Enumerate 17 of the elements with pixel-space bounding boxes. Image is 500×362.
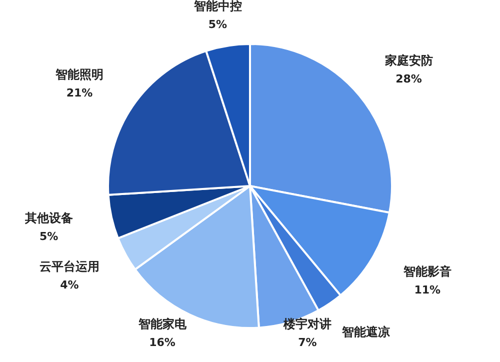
data-label: 5% [208,18,228,31]
slice-label: 其他设备 [24,211,73,226]
slice-label: 智能遮凉 [340,325,390,339]
data-label: 21% [66,86,93,100]
slice-label: 智能家电 [137,317,188,331]
slice-label: 智能影音 [402,264,452,279]
data-label: 5% [40,230,58,244]
slice-label: 智能中控 [192,0,242,13]
slice-label: 智能照明 [54,68,104,82]
data-label: 4% [60,278,79,292]
data-label: 16% [149,336,176,349]
slice-label: 云平台运用 [39,260,100,274]
data-label: 11% [414,284,441,297]
slice-label: 楼宇对讲 [282,317,332,331]
data-label: 7% [298,336,317,349]
data-label: 28% [396,72,422,86]
slice-label: 家庭安防 [384,54,433,68]
